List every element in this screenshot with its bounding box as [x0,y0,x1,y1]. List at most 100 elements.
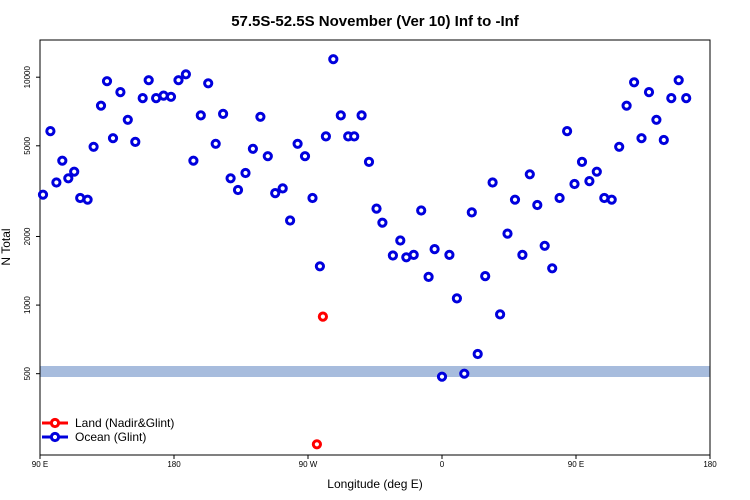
y-tick-label: 1000 [23,296,32,314]
ocean-point [122,114,133,125]
ocean-point [576,156,588,167]
ocean-point [429,244,440,255]
ocean-point [210,138,221,149]
legend-land-label: Land (Nadir&Glint) [75,416,174,430]
ocean-point [614,141,625,152]
ocean-point [651,114,662,125]
ocean-point [517,249,528,260]
y-tick-label: 2000 [23,227,32,245]
ocean-point [165,91,177,102]
ocean-point [606,194,617,205]
ocean-point [180,69,191,80]
ocean-point [681,93,692,104]
data-points [37,54,692,450]
x-tick-label: 90 E [32,460,48,469]
ocean-point [270,188,281,199]
ocean-point [51,177,62,188]
ocean-point [408,249,419,260]
ocean-point [45,126,56,137]
x-axis: 90 E 180 90 W 0 90 E 180 [32,455,717,469]
ocean-point [584,176,595,187]
ocean-point [203,78,214,89]
ocean-point [307,192,318,204]
ocean-point [673,75,684,86]
ocean-point [509,194,521,205]
legend-ocean-marker [49,431,61,443]
ocean-point [218,108,229,120]
ocean-point [173,75,184,86]
ocean-point [532,199,543,211]
x-tick-label: 180 [703,460,717,469]
ocean-point [591,166,602,177]
ocean-point [524,169,535,180]
ocean-point [225,173,236,184]
ocean-point [247,143,258,154]
ocean-point [232,184,244,196]
ocean-point [107,133,119,144]
ocean-point [472,348,483,360]
ocean-point [137,93,148,104]
legend-item-ocean: Ocean (Glint) [42,430,146,444]
ocean-point [188,155,199,166]
ocean-point [480,271,491,282]
ocean-point [130,136,141,147]
ocean-point [240,167,251,179]
x-tick-label: 0 [440,460,445,469]
ocean-point [349,131,360,142]
ocean-point [459,368,470,379]
ocean-point [69,166,80,177]
ocean-point [423,271,434,282]
y-axis: 500 1000 2000 5000 10000 [23,66,40,380]
ocean-point [554,192,565,204]
legend-land-marker [49,417,61,429]
y-tick-label: 5000 [23,136,32,154]
ocean-point [387,250,398,261]
ocean-point [277,183,288,194]
ocean-point [262,151,273,162]
ocean-point [314,261,325,272]
ocean-point [82,194,93,205]
ocean-point [466,207,477,218]
ocean-point [356,110,367,121]
ocean-point [299,151,311,162]
ocean-point [562,126,573,137]
ocean-point [395,235,406,246]
ocean-point [57,155,68,166]
legend: Land (Nadir&Glint) Ocean (Glint) [42,416,174,444]
ocean-point [335,110,346,121]
x-tick-label: 180 [167,460,181,469]
ocean-point [502,228,513,239]
ocean-point [63,173,74,184]
background-band [40,366,710,377]
ocean-point [363,156,375,167]
ocean-point [416,205,427,216]
ocean-point [666,93,677,104]
x-axis-label: Longitude (deg E) [327,477,422,491]
band-layer [40,366,710,377]
land-point [311,439,322,450]
ocean-point [37,189,49,200]
x-tick-label: 90 W [299,460,318,469]
x-tick-label: 90 E [568,460,584,469]
ocean-point [143,75,154,86]
ocean-point [495,309,506,320]
ocean-point [195,110,206,121]
ocean-point [569,178,580,190]
legend-item-land: Land (Nadir&Glint) [42,416,174,430]
ocean-point [629,77,640,88]
ocean-point [328,54,339,65]
ocean-point [88,141,99,152]
legend-ocean-label: Ocean (Glint) [75,430,146,444]
ocean-point [101,76,113,87]
ocean-point [539,240,550,251]
ocean-point [621,100,632,111]
ocean-point [547,263,558,274]
y-axis-label: N Total [0,228,13,265]
ocean-point [377,217,388,228]
ocean-point [636,133,647,144]
plot-frame [39,39,711,456]
ocean-point [451,293,462,304]
ocean-point [643,87,655,98]
ocean-point [255,111,266,122]
